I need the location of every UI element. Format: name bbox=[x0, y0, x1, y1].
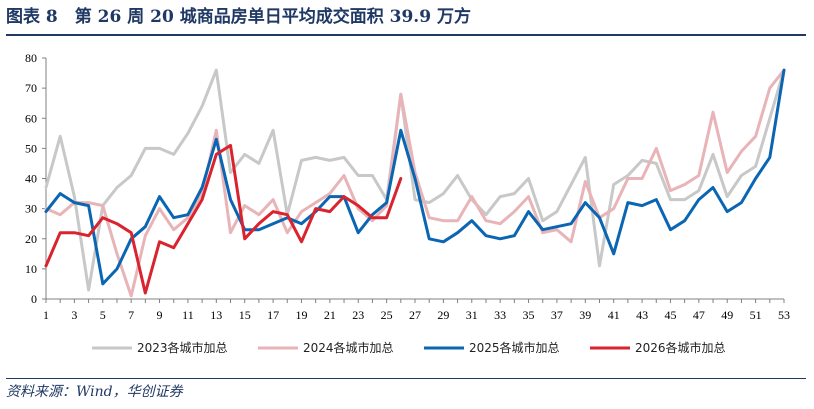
x-tick-label: 3 bbox=[71, 308, 77, 322]
x-tick-label: 31 bbox=[466, 308, 478, 322]
series-layer bbox=[44, 68, 786, 298]
y-tick-label: 0 bbox=[31, 292, 37, 306]
x-tick-label: 51 bbox=[750, 308, 762, 322]
y-tick-label: 30 bbox=[25, 202, 37, 216]
legend-label-4: 2026各城市加总 bbox=[635, 340, 726, 355]
x-tick-label: 41 bbox=[608, 308, 620, 322]
x-tick-label: 11 bbox=[182, 308, 194, 322]
series-line-2 bbox=[44, 68, 786, 298]
x-tick-label: 13 bbox=[210, 308, 222, 322]
x-tick-label: 37 bbox=[551, 308, 563, 322]
x-tick-label: 23 bbox=[352, 308, 364, 322]
x-tick-label: 33 bbox=[494, 308, 506, 322]
x-tick-label: 5 bbox=[100, 308, 106, 322]
y-tick-label: 20 bbox=[25, 232, 37, 246]
x-tick-label: 17 bbox=[267, 308, 279, 322]
x-tick-label: 19 bbox=[295, 308, 307, 322]
legend-label-1: 2023各城市加总 bbox=[137, 340, 228, 355]
x-tick-label: 47 bbox=[693, 308, 705, 322]
y-tick-label: 70 bbox=[25, 81, 37, 95]
chart-legend: 2023各城市加总 2024各城市加总 2025各城市加总 2026各城市加总 bbox=[92, 340, 726, 355]
x-tick-label: 15 bbox=[239, 308, 251, 322]
x-tick-label: 35 bbox=[523, 308, 535, 322]
x-tick-label: 45 bbox=[664, 308, 676, 322]
chart-title: 图表 8 第 26 周 20 城商品房单日平均成交面积 39.9 万方 bbox=[6, 7, 471, 27]
x-tick-label: 49 bbox=[721, 308, 733, 322]
x-tick-label: 1 bbox=[43, 308, 49, 322]
series-line-3 bbox=[44, 68, 786, 286]
x-tick-label: 21 bbox=[324, 308, 336, 322]
series-line-4 bbox=[44, 143, 403, 295]
y-tick-label: 40 bbox=[25, 172, 37, 186]
x-tick-label: 25 bbox=[381, 308, 393, 322]
x-tick-label: 43 bbox=[636, 308, 648, 322]
series-line-1 bbox=[44, 68, 786, 292]
x-tick-label: 39 bbox=[579, 308, 591, 322]
title-divider bbox=[6, 34, 806, 36]
y-tick-label: 50 bbox=[25, 141, 37, 155]
legend-label-2: 2024各城市加总 bbox=[303, 340, 394, 355]
x-tick-label: 9 bbox=[157, 308, 163, 322]
y-tick-label: 10 bbox=[25, 262, 37, 276]
source-divider bbox=[6, 378, 806, 379]
source-note: 资料来源：Wind，华创证券 bbox=[6, 384, 183, 400]
x-tick-label: 29 bbox=[437, 308, 449, 322]
y-tick-label: 80 bbox=[25, 51, 37, 65]
legend-label-3: 2025各城市加总 bbox=[469, 340, 560, 355]
x-tick-label: 27 bbox=[409, 308, 421, 322]
x-tick-label: 53 bbox=[778, 308, 790, 322]
y-tick-label: 60 bbox=[25, 111, 37, 125]
x-tick-label: 7 bbox=[128, 308, 134, 322]
